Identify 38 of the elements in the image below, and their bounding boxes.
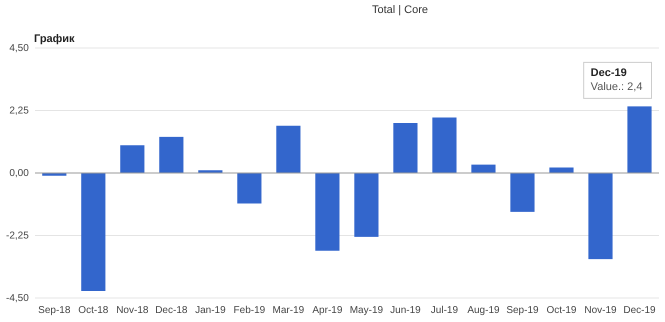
- x-tick-label: Sep-19: [506, 304, 540, 316]
- bar: [471, 164, 496, 172]
- bar: [393, 123, 418, 172]
- y-tick-label: -2,25: [6, 230, 30, 242]
- x-tick-label: Nov-18: [116, 304, 149, 316]
- x-tick-label: Dec-19: [623, 304, 656, 316]
- annotation: Dec-19 Value.: 2,4: [590, 66, 642, 93]
- x-tick-label: Jul-19: [430, 304, 458, 316]
- text: Total | Core: [370, 4, 430, 16]
- y-tick-label: 2,25: [9, 105, 30, 116]
- bar: [354, 174, 378, 237]
- bar: [81, 174, 106, 292]
- bar: [432, 117, 457, 172]
- bar: [588, 174, 613, 260]
- bar: [276, 126, 300, 172]
- bar: [510, 174, 535, 212]
- x-tick-label: Mar-19: [272, 304, 305, 316]
- bar: [315, 174, 340, 251]
- y-tick-label: 4,50: [9, 42, 30, 54]
- x-tick-label: Jan-19: [195, 304, 226, 316]
- chart-title: График: [34, 33, 75, 45]
- bar: [120, 145, 144, 172]
- y-tick-label: -4,50: [6, 292, 30, 304]
- x-tick-label: Sep-18: [38, 304, 71, 316]
- bar: [159, 136, 184, 172]
- y-tick-label: 0,00: [9, 168, 30, 179]
- bar: [237, 174, 262, 204]
- x-tick-label: May-19: [350, 304, 384, 316]
- x-tick-label: Jun-19: [390, 304, 422, 316]
- x-tick-label: Dec-18: [155, 304, 188, 316]
- x-tick-label: Apr-19: [312, 304, 343, 316]
- x-tick-label: Nov-19: [584, 304, 618, 316]
- x-tick-label: Feb-19: [234, 304, 266, 316]
- bar: [627, 106, 652, 172]
- bar: [549, 167, 574, 172]
- x-tick-label: Aug-19: [467, 304, 500, 316]
- x-tick-label: Oct-18: [78, 304, 109, 316]
- x-tick-label: Oct-19: [546, 304, 577, 316]
